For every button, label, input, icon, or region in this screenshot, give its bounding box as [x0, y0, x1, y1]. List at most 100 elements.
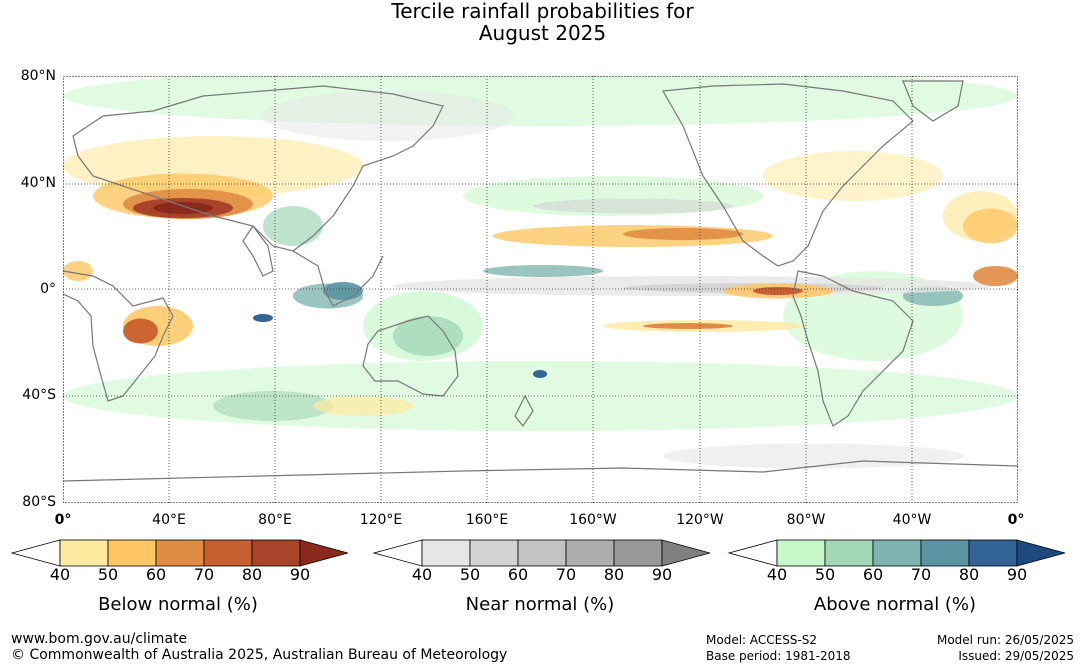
legend-tick-label: 60	[507, 565, 529, 584]
lat-label-80s: 80°S	[22, 494, 56, 510]
lon-label-160e: 160°E	[465, 512, 509, 528]
probability-patch	[753, 287, 803, 295]
graticule	[63, 76, 1018, 503]
map-title: Tercile rainfall probabilities for Augus…	[0, 0, 1085, 44]
lon-label-120w: 120°W	[676, 512, 724, 528]
base-period-text: Base period: 1981-2018	[706, 649, 851, 663]
legend-swatch	[613, 539, 663, 567]
probability-patch	[973, 266, 1018, 286]
legend-above-normal: 40 50 60 70 80 90 Above normal (%)	[725, 538, 1065, 618]
lon-label-160w: 160°W	[569, 512, 617, 528]
legend-tick-label: 80	[241, 565, 263, 584]
legend-tick-label: 80	[958, 565, 980, 584]
legend-tick-label: 50	[459, 565, 481, 584]
coastline-greenland	[902, 80, 964, 122]
legend-high-arrow	[1016, 539, 1065, 567]
copyright-text: © Commonwealth of Australia 2025, Austra…	[11, 647, 508, 663]
map-canvas	[63, 76, 1018, 503]
legend-tick-label: 90	[289, 565, 311, 584]
legend-swatch	[776, 539, 826, 567]
probability-patch	[663, 443, 963, 469]
probability-patch	[313, 396, 413, 416]
coastline-australia	[362, 315, 459, 397]
rainfall-probability-map	[63, 76, 1018, 503]
model-text: Model: ACCESS-S2	[706, 633, 818, 647]
coastline-north-america	[662, 83, 914, 267]
probability-patch	[123, 318, 158, 344]
lon-label-0: 0°	[54, 512, 72, 528]
probability-patch	[263, 206, 323, 246]
lon-label-80w: 80°W	[786, 512, 826, 528]
legend-high-arrow	[661, 539, 710, 567]
lon-label-40e: 40°E	[152, 512, 186, 528]
legend-tick-label: 60	[145, 565, 167, 584]
legend-tick-label: 70	[193, 565, 215, 584]
website-link[interactable]: www.bom.gov.au/climate	[11, 631, 188, 647]
probability-patch	[393, 316, 463, 356]
legend-swatch	[824, 539, 874, 567]
legend-caption: Near normal (%)	[465, 594, 615, 615]
legend-tick-label: 80	[603, 565, 625, 584]
title-line-2: August 2025	[478, 21, 607, 45]
probability-patch	[483, 265, 603, 277]
coastline-india	[242, 224, 274, 277]
legend-tick-label: 70	[555, 565, 577, 584]
probability-patch	[963, 208, 1018, 244]
legend-colorbar	[10, 539, 348, 567]
legend-tick-label: 90	[1006, 565, 1028, 584]
probability-patch	[63, 261, 93, 281]
legend-swatch	[872, 539, 922, 567]
probability-patch	[623, 228, 743, 240]
lon-label-120e: 120°E	[359, 512, 403, 528]
coastline-new-zealand	[514, 394, 534, 428]
coastline-africa	[63, 270, 174, 402]
legend-swatch	[920, 539, 970, 567]
legend-low-arrow	[10, 539, 61, 567]
coastline-south-america	[792, 270, 914, 427]
map-frame	[63, 76, 1018, 503]
legend-swatch	[203, 539, 253, 567]
legend-colorbar	[727, 539, 1065, 567]
legend-low-arrow	[727, 539, 778, 567]
legend-below-normal: 40 50 60 70 80 90 Below normal (%)	[8, 538, 348, 618]
coastline-se-asia	[292, 250, 384, 307]
legend-swatch	[155, 539, 205, 567]
probability-patch	[533, 198, 733, 214]
legend-swatch	[107, 539, 157, 567]
legend-swatch	[59, 539, 109, 567]
lat-label-equator: 0°	[40, 281, 56, 297]
legend-near-normal: 40 50 60 70 80 90 Near normal (%)	[370, 538, 710, 618]
legend-swatch	[968, 539, 1018, 567]
legend-tick-label: 40	[49, 565, 71, 584]
legend-high-arrow	[299, 539, 348, 567]
legend-caption: Below normal (%)	[98, 594, 258, 615]
legend-swatch	[469, 539, 519, 567]
issued-text: Issued: 29/05/2025	[958, 649, 1074, 663]
legend-caption: Above normal (%)	[813, 594, 977, 615]
legend-swatch	[517, 539, 567, 567]
legend-swatch	[421, 539, 471, 567]
title-line-1: Tercile rainfall probabilities for	[391, 0, 694, 23]
legend-tick-label: 40	[766, 565, 788, 584]
legend-colorbar	[372, 539, 710, 567]
probability-patch	[263, 91, 513, 141]
legend-tick-label: 70	[910, 565, 932, 584]
legend-tick-label: 50	[814, 565, 836, 584]
model-run-text: Model run: 26/05/2025	[936, 633, 1074, 647]
lon-label-80e: 80°E	[258, 512, 292, 528]
lat-label-40n: 40°N	[20, 175, 56, 191]
lat-label-40s: 40°S	[22, 387, 56, 403]
legend-low-arrow	[372, 539, 423, 567]
coastline-eurasia	[72, 85, 444, 252]
legend-tick-label: 40	[411, 565, 433, 584]
probability-patch	[253, 314, 273, 322]
legend-tick-label: 60	[862, 565, 884, 584]
probability-patch	[213, 391, 333, 421]
probability-patch	[643, 323, 733, 329]
lon-label-40w: 40°W	[892, 512, 932, 528]
probability-patch	[153, 202, 213, 214]
coastlines	[63, 80, 1018, 482]
legend-tick-label: 90	[651, 565, 673, 584]
lon-label-0-end: 0°	[1007, 512, 1025, 528]
coastline-antarctica	[63, 460, 1018, 482]
